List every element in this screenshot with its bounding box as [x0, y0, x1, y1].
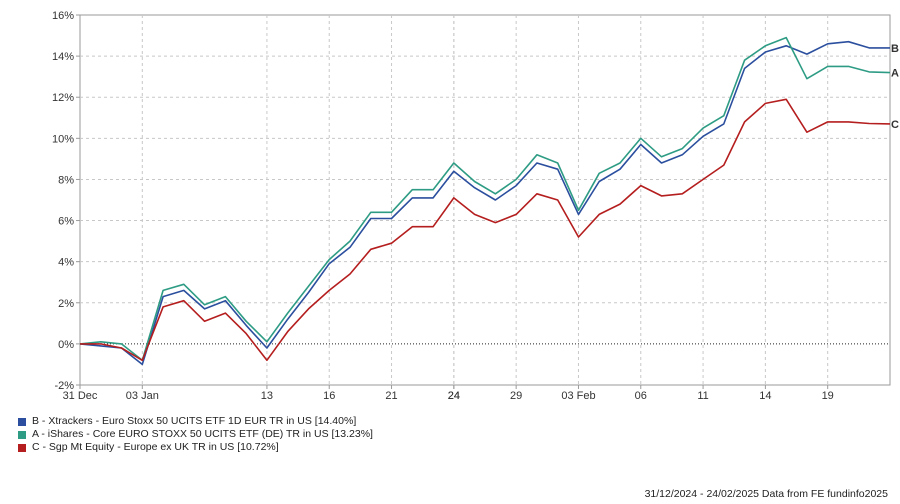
legend-label-b: B - Xtrackers - Euro Stoxx 50 UCITS ETF … [32, 415, 357, 427]
legend-swatch-c [18, 443, 26, 452]
data-source-footer: 31/12/2024 - 24/02/2025 Data from FE fun… [644, 488, 888, 500]
x-tick-label: 16 [323, 390, 335, 402]
y-tick-label: 0% [58, 339, 74, 351]
x-tick-label: 19 [822, 390, 834, 402]
x-tick-label: 29 [510, 390, 522, 402]
series-lines [79, 36, 891, 366]
x-tick-label: 14 [759, 390, 771, 402]
x-tick-label: 03 Feb [561, 390, 595, 402]
y-tick-label: 4% [58, 257, 74, 269]
y-tick-label: 2% [58, 298, 74, 310]
grid [79, 14, 891, 386]
y-tick-label: 6% [58, 216, 74, 228]
legend-label-a: A - iShares - Core EURO STOXX 50 UCITS E… [32, 428, 373, 440]
y-tick-label: 12% [52, 92, 74, 104]
x-tick-label: 31 Dec [63, 390, 98, 402]
x-tick-label: 03 Jan [126, 390, 159, 402]
x-tick-label: 13 [261, 390, 273, 402]
series-line-c [80, 98, 891, 362]
y-tick-label: 8% [58, 174, 74, 186]
series-end-label-c: C [891, 119, 899, 131]
y-tick-label: 10% [52, 133, 74, 145]
y-tick-label: 16% [52, 10, 74, 22]
legend-label-c: C - Sgp Mt Equity - Europe ex UK TR in U… [32, 441, 279, 453]
y-axis-ticks: -2% 0% 2% 4% 6% 8% 10% 12% 14% 16% [52, 10, 80, 392]
x-tick-label: 11 [697, 390, 708, 402]
legend-item-a: A - iShares - Core EURO STOXX 50 UCITS E… [18, 428, 373, 441]
series-end-label-a: A [891, 68, 899, 80]
y-tick-label: -2% [54, 380, 74, 392]
series-end-label-b: B [891, 43, 899, 55]
series-line-a [79, 36, 891, 362]
x-tick-label: 21 [385, 390, 397, 402]
series-line-b [79, 40, 890, 366]
plot-frame [79, 14, 891, 386]
legend-item-b: B - Xtrackers - Euro Stoxx 50 UCITS ETF … [18, 415, 373, 428]
legend: B - Xtrackers - Euro Stoxx 50 UCITS ETF … [18, 415, 373, 454]
legend-swatch-b [18, 417, 26, 426]
series-end-labels: B A C [891, 43, 899, 131]
y-tick-label: 14% [52, 51, 74, 63]
x-tick-label: 24 [448, 390, 460, 402]
legend-swatch-a [18, 430, 26, 439]
x-tick-label: 24 [448, 390, 460, 402]
line-chart: -2% 0% 2% 4% 6% 8% 10% 12% 14% 16% 31 Dec 03 Jan 13… [52, 10, 899, 402]
x-tick-label: 06 [635, 390, 647, 402]
legend-item-c: C - Sgp Mt Equity - Europe ex UK TR in U… [18, 441, 373, 454]
